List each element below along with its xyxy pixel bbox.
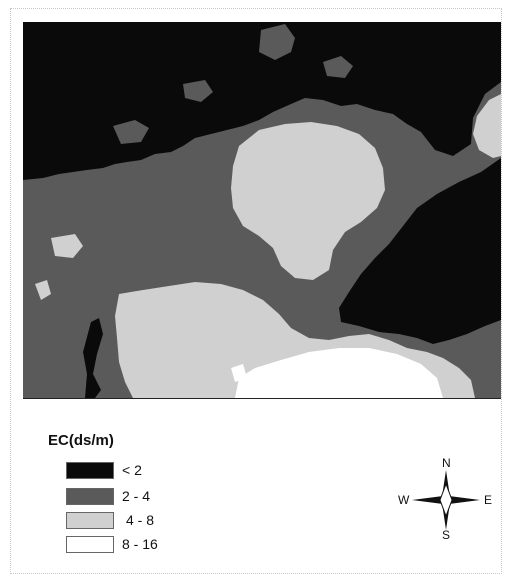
legend-swatch xyxy=(66,488,114,505)
legend-label: < 2 xyxy=(122,462,142,478)
legend-label: 2 - 4 xyxy=(122,488,151,504)
map-canvas xyxy=(23,22,501,398)
compass-south-label: S xyxy=(442,528,451,542)
zone-ec-4-8-west-b xyxy=(35,280,51,300)
salinity-map xyxy=(23,22,501,399)
zone-ec-8-16-speck xyxy=(231,364,247,382)
zone-ec-4-8-central xyxy=(231,122,385,280)
compass-north-label: N xyxy=(442,456,451,470)
compass-west-label: W xyxy=(398,493,410,507)
zone-ec-4-8-west-a xyxy=(51,234,83,258)
legend-title: EC(ds/m) xyxy=(48,432,114,449)
legend-label: 4 - 8 xyxy=(126,512,155,528)
zone-ec-2-4-island-d xyxy=(183,80,213,102)
zone-ec-4-8-east xyxy=(473,94,501,158)
compass-icon xyxy=(412,470,480,530)
compass-rose: N S W E xyxy=(398,456,494,542)
zone-ec-lt2-east xyxy=(339,158,501,344)
legend-swatch xyxy=(66,536,114,553)
zone-ec-2-4-island-b xyxy=(323,56,353,78)
legend-swatch xyxy=(66,462,114,479)
zone-ec-2-4-island-a xyxy=(259,24,295,60)
zone-ec-lt2-southwest xyxy=(83,318,103,398)
legend-swatch xyxy=(66,512,114,529)
zone-ec-lt2-north xyxy=(23,22,501,180)
map-frame xyxy=(10,8,502,574)
legend-label: 8 - 16 xyxy=(122,536,158,552)
zone-ec-8-16-south xyxy=(235,348,443,398)
compass-east-label: E xyxy=(484,493,493,507)
zone-ec-2-4-island-c xyxy=(113,120,149,144)
